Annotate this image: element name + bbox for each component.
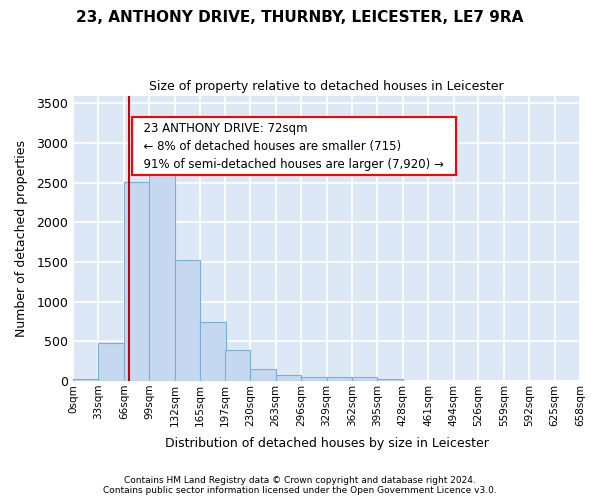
Bar	[149, 158, 175, 381]
Text: Contains HM Land Registry data © Crown copyright and database right 2024.
Contai: Contains HM Land Registry data © Crown c…	[103, 476, 497, 495]
Bar	[377, 378, 403, 381]
Bar	[250, 370, 275, 381]
Bar	[73, 380, 98, 381]
Bar	[175, 260, 200, 381]
Title: Size of property relative to detached houses in Leicester: Size of property relative to detached ho…	[149, 80, 504, 93]
Bar	[326, 376, 352, 381]
Y-axis label: Number of detached properties: Number of detached properties	[15, 140, 28, 337]
Bar	[124, 182, 149, 381]
Text: 23, ANTHONY DRIVE, THURNBY, LEICESTER, LE7 9RA: 23, ANTHONY DRIVE, THURNBY, LEICESTER, L…	[76, 10, 524, 25]
Bar	[98, 343, 124, 381]
Bar	[301, 376, 326, 381]
Bar	[352, 376, 377, 381]
Bar	[275, 374, 301, 381]
Bar	[225, 350, 250, 381]
Text: 23 ANTHONY DRIVE: 72sqm  
  ← 8% of detached houses are smaller (715)  
  91% of: 23 ANTHONY DRIVE: 72sqm ← 8% of detached…	[136, 122, 452, 170]
X-axis label: Distribution of detached houses by size in Leicester: Distribution of detached houses by size …	[164, 437, 488, 450]
Bar	[200, 322, 226, 381]
